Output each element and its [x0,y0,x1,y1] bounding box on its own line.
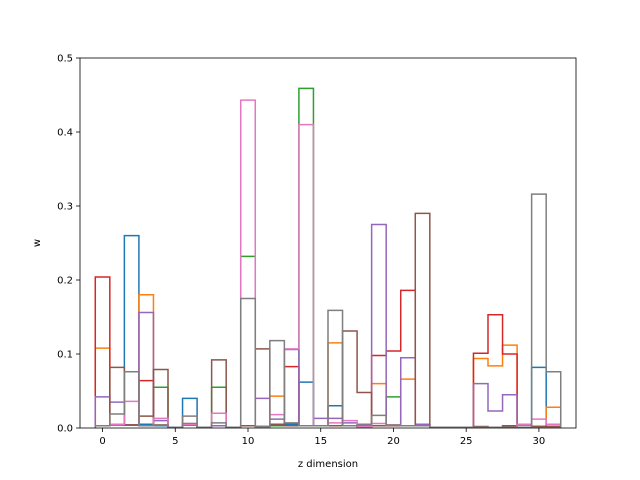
x-axis-label: z dimension [298,459,358,470]
y-tick-label: 0.0 [57,424,73,435]
x-axis-ticks: 0 5 10 15 20 25 30 [99,428,545,447]
plot-frame [79,57,577,429]
y-axis-ticks: 0.0 0.1 0.2 0.3 0.4 0.5 [57,54,80,435]
x-tick-label: 5 [172,436,178,447]
y-tick-label: 0.1 [57,350,73,361]
x-tick-label: 30 [533,436,546,447]
series-layer [94,87,562,429]
series-8-step [94,193,562,429]
x-tick-label: 15 [314,436,327,447]
y-tick-label: 0.4 [57,128,73,139]
y-tick-label: 0.3 [57,202,73,213]
x-tick-label: 10 [242,436,255,447]
y-tick-label: 0.5 [57,54,73,65]
x-tick-label: 25 [460,436,473,447]
y-tick-label: 0.2 [57,276,73,287]
x-tick-label: 0 [99,436,105,447]
x-tick-label: 20 [387,436,400,447]
y-axis-label: w [32,239,43,247]
